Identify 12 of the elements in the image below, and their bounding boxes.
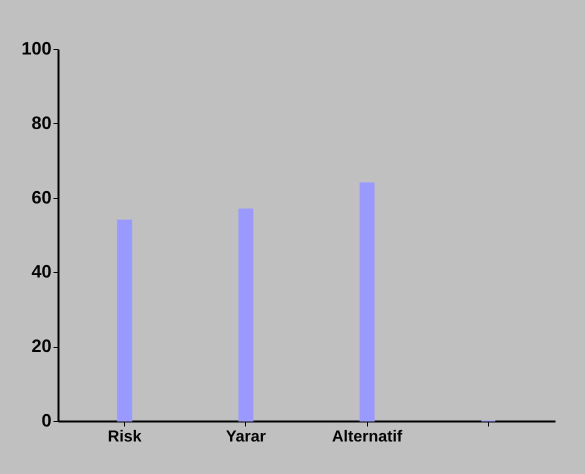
y-tick-label: 20: [31, 336, 52, 356]
y-tick-label: 0: [41, 410, 52, 430]
y-tick-label: 100: [21, 38, 52, 58]
y-tick-label: 40: [31, 262, 52, 282]
y-tick-label: 60: [31, 187, 52, 208]
x-tick-label: Risk: [108, 428, 142, 446]
bar: [117, 220, 132, 422]
x-tick-label: Alternatif: [332, 428, 403, 446]
bar: [360, 182, 375, 422]
y-tick-label: 80: [31, 112, 52, 133]
x-tick-label: Yarar: [226, 428, 266, 446]
bar: [238, 208, 254, 422]
